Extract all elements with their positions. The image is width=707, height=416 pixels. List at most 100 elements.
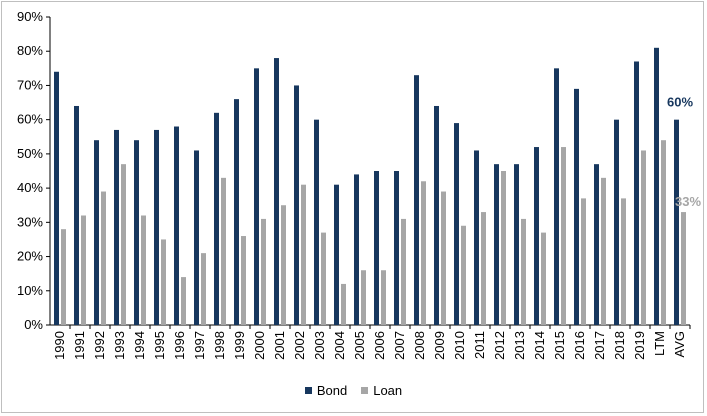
x-tick-label: 2017 (592, 331, 607, 360)
bar-loan-1994 (141, 215, 146, 325)
bar-bond-1998 (214, 112, 219, 325)
bar-loan-2011 (481, 212, 486, 325)
bar-bond-1995 (154, 129, 159, 325)
bar-bond-ltm (654, 47, 659, 326)
bar-loan-2008 (421, 181, 426, 325)
bar-bond-2013 (514, 164, 519, 325)
bar-bond-2000 (254, 68, 259, 325)
y-tick-label: 70% (17, 77, 43, 92)
y-tick-label: 10% (17, 283, 43, 298)
bar-bond-2005 (354, 174, 359, 325)
y-tick-label: 50% (17, 146, 43, 161)
y-tick-label: 0% (24, 317, 43, 332)
bar-loan-2003 (321, 232, 326, 325)
bar-loan-1991 (81, 215, 86, 325)
bar-loan-1990 (61, 229, 66, 325)
bar-bond-2017 (594, 164, 599, 325)
x-tick-label: 2019 (632, 331, 647, 360)
x-tick-label: 2001 (272, 331, 287, 360)
x-tick-label: 2014 (532, 331, 547, 360)
x-tick-label: 1995 (152, 331, 167, 360)
x-tick-label: 2003 (312, 331, 327, 360)
y-tick-label: 60% (17, 112, 43, 127)
bar-loan-2005 (361, 270, 366, 325)
bar-loan-1993 (121, 164, 126, 325)
x-tick-label: 2002 (292, 331, 307, 360)
x-tick-label: 2015 (552, 331, 567, 360)
x-tick-label: 2011 (472, 331, 487, 359)
x-tick-label: 1994 (132, 331, 147, 360)
bar-bond-1992 (94, 140, 99, 325)
bar-bond-2006 (374, 171, 379, 325)
bar-loan-2001 (281, 205, 286, 325)
bar-bond-1994 (134, 140, 139, 325)
x-tick-label: 2010 (452, 331, 467, 360)
bar-loan-2016 (581, 198, 586, 325)
bar-loan-2009 (441, 191, 446, 325)
bar-bond-2003 (314, 119, 319, 326)
bar-loan-2012 (501, 171, 506, 325)
bar-loan-2017 (601, 177, 606, 325)
annotation-bond-avg: 60% (667, 95, 693, 110)
x-tick-label: 2009 (432, 331, 447, 360)
x-tick-label: 1997 (192, 331, 207, 360)
x-tick-label: 2016 (572, 331, 587, 360)
bar-bond-2016 (574, 88, 579, 325)
y-tick-label: 90% (17, 9, 43, 24)
bar-bond-2002 (294, 85, 299, 325)
y-tick-label: 20% (17, 249, 43, 264)
legend-item-bond: Bond (304, 383, 348, 398)
bar-loan-2014 (541, 232, 546, 325)
bar-chart: 0% 10% 20% 30% 40% 50% 60% 70% 80% 90% 1990 1991 199… (17, 9, 701, 360)
x-tick-label: LTM (652, 331, 667, 356)
bar-loan-2000 (261, 218, 266, 325)
bar-loan-1995 (161, 239, 166, 325)
bar-bond-1996 (174, 126, 179, 325)
bar-bond-2012 (494, 164, 499, 325)
bar-loan-2004 (341, 283, 346, 325)
x-tick-label: 1998 (212, 331, 227, 360)
bar-loan-1999 (241, 236, 246, 325)
x-tick-label: 1991 (72, 331, 87, 360)
bar-loan-1992 (101, 191, 106, 325)
bar-loan-ltm (661, 140, 666, 325)
x-tick-label: AVG (672, 331, 687, 358)
x-tick-label: 2008 (412, 331, 427, 360)
x-tick-label: 2004 (332, 331, 347, 360)
bar-loan-2010 (461, 225, 466, 325)
x-tick-label: 1990 (52, 331, 67, 360)
x-tick-label: 1993 (112, 331, 127, 360)
bar-bond-2007 (394, 171, 399, 325)
x-tick-label: 2013 (512, 331, 527, 360)
bar-bond-2014 (534, 147, 539, 325)
bar-loan-avg (681, 212, 686, 325)
x-tick-label: 1999 (232, 331, 247, 360)
bar-bond-2009 (434, 105, 439, 325)
y-tick-label: 30% (17, 214, 43, 229)
bar-loan-1998 (221, 177, 226, 325)
bar-loan-2015 (561, 147, 566, 325)
bar-loan-2002 (301, 184, 306, 325)
legend-label-bond: Bond (316, 383, 348, 398)
x-tick-label: 1992 (92, 331, 107, 360)
bar-bond-2011 (474, 150, 479, 325)
bar-bond-2001 (274, 58, 279, 326)
x-tick-label: 1996 (172, 331, 187, 360)
bar-bond-2018 (614, 119, 619, 326)
legend: Bond Loan (0, 383, 707, 398)
legend-label-loan: Loan (373, 383, 403, 398)
legend-item-loan: Loan (361, 383, 402, 398)
legend-swatch-bond (304, 387, 312, 394)
x-tick-label: 2018 (612, 331, 627, 360)
bar-loan-1996 (181, 277, 186, 325)
legend-swatch-loan (361, 387, 369, 394)
x-tick-label: 2012 (492, 331, 507, 360)
bar-bond-avg (674, 119, 679, 326)
bar-bond-1993 (114, 129, 119, 325)
x-tick-label: 2006 (372, 331, 387, 360)
bar-loan-2019 (641, 150, 646, 325)
x-tick-label: 2007 (392, 331, 407, 360)
y-tick-label: 80% (17, 43, 43, 58)
bar-loan-2006 (381, 270, 386, 325)
